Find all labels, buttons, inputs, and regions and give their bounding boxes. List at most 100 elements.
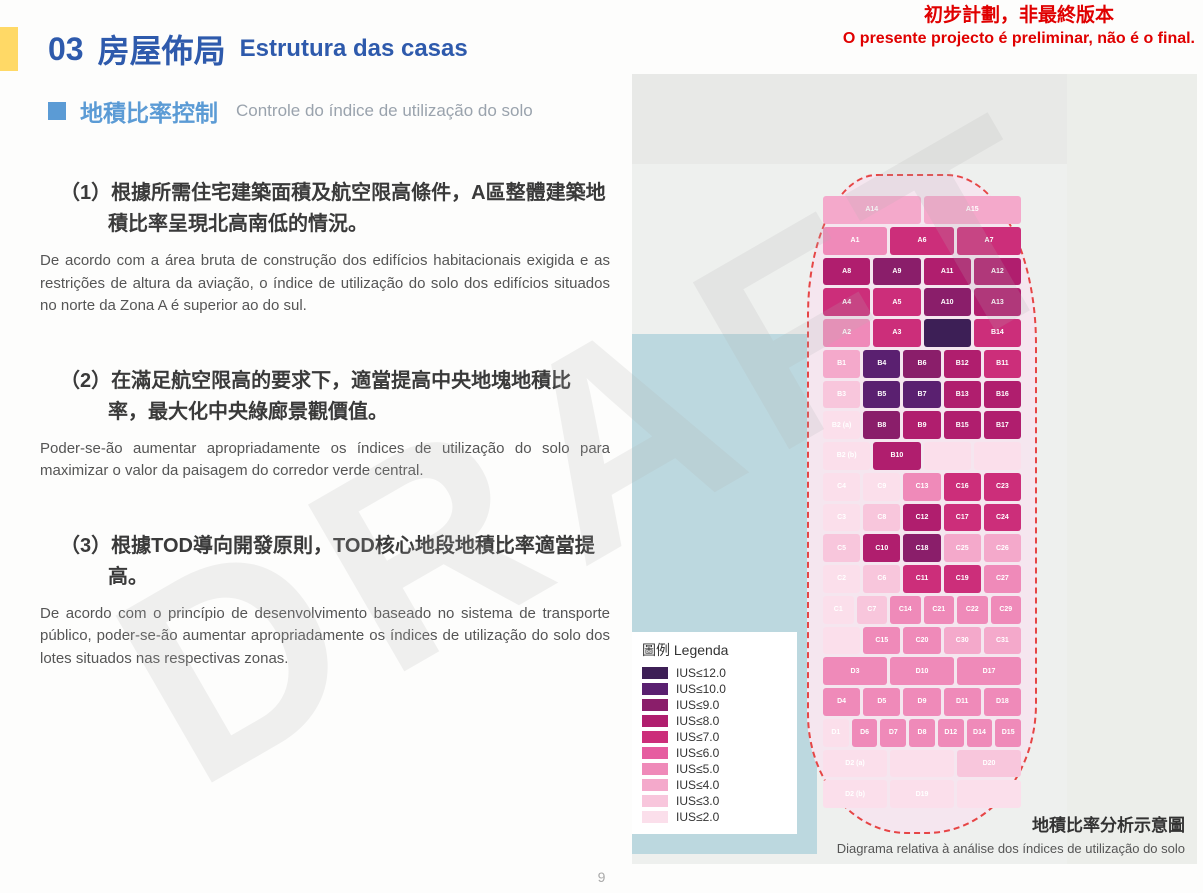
plot-cell xyxy=(823,627,860,655)
map-caption-pt: Diagrama relativa à análise dos índices … xyxy=(837,841,1185,856)
plot-cell: D2 (b) xyxy=(823,780,887,808)
legend-label: IUS≤8.0 xyxy=(676,714,719,728)
plot-cell xyxy=(924,442,971,470)
plot-cell: B1 xyxy=(823,350,860,378)
plot-cell: A9 xyxy=(873,258,920,286)
legend-item: IUS≤10.0 xyxy=(642,682,787,696)
legend-item: IUS≤2.0 xyxy=(642,810,787,824)
plot-row: B3B5B7B13B16 xyxy=(823,381,1021,409)
plot-cell: D11 xyxy=(944,688,981,716)
plot-cell: A12 xyxy=(974,258,1021,286)
plot-grid: A14A15A1A6A7A8A9A11A12A4A5A10A13A2A3B14B… xyxy=(823,196,1021,808)
plot-cell: D19 xyxy=(890,780,954,808)
legend-swatch xyxy=(642,747,668,759)
point-3-zh: （3）根據TOD導向開發原則，TOD核心地段地積比率適當提高。 xyxy=(88,531,610,593)
plot-cell: A2 xyxy=(823,319,870,347)
plot-cell: C12 xyxy=(903,504,940,532)
plot-row: D1D6D7D8D12D14D15 xyxy=(823,719,1021,747)
legend-item: IUS≤6.0 xyxy=(642,746,787,760)
legend-item: IUS≤8.0 xyxy=(642,714,787,728)
legend-swatch xyxy=(642,731,668,743)
plot-cell: B16 xyxy=(984,381,1021,409)
legend-label: IUS≤10.0 xyxy=(676,682,726,696)
plot-cell: D12 xyxy=(938,719,964,747)
legend-item: IUS≤4.0 xyxy=(642,778,787,792)
plot-cell: D6 xyxy=(852,719,878,747)
plot-cell: D15 xyxy=(995,719,1021,747)
legend-title: 圖例 Legenda xyxy=(642,640,787,660)
plot-cell: D17 xyxy=(957,657,1021,685)
plot-cell: B10 xyxy=(873,442,920,470)
square-bullet-icon xyxy=(48,102,66,120)
legend-label: IUS≤6.0 xyxy=(676,746,719,760)
legend-label: IUS≤7.0 xyxy=(676,730,719,744)
title-zh: 房屋佈局 xyxy=(98,26,226,72)
plot-cell: D10 xyxy=(890,657,954,685)
legend-item: IUS≤7.0 xyxy=(642,730,787,744)
plot-cell: C3 xyxy=(823,504,860,532)
plot-row: D4D5D9D11D18 xyxy=(823,688,1021,716)
plot-row: B2 (a)B8B9B15B17 xyxy=(823,411,1021,439)
plot-row: B1B4B6B12B11 xyxy=(823,350,1021,378)
warning-zh: 初步計劃，非最終版本 xyxy=(843,4,1195,29)
plot-cell: C2 xyxy=(823,565,860,593)
legend-label: IUS≤12.0 xyxy=(676,666,726,680)
legend-swatch xyxy=(642,699,668,711)
plot-cell: B6 xyxy=(903,350,940,378)
plot-cell: C11 xyxy=(903,565,940,593)
plot-cell: D7 xyxy=(880,719,906,747)
plot-row: C3C8C12C17C24 xyxy=(823,504,1021,532)
section-subtitle: 地積比率控制 Controle do índice de utilização … xyxy=(48,94,533,128)
plot-cell: C19 xyxy=(944,565,981,593)
plot-row: B2 (b)B10 xyxy=(823,442,1021,470)
point-3-pt: De acordo com o princípio de desenvolvim… xyxy=(40,603,610,671)
plot-cell: C15 xyxy=(863,627,900,655)
title-number: 03 xyxy=(48,31,84,68)
plot-cell: D2 (a) xyxy=(823,750,887,778)
warning-pt: O presente projecto é preliminar, não é … xyxy=(843,29,1195,50)
plot-cell: B2 (a) xyxy=(823,411,860,439)
plot-row: A14A15 xyxy=(823,196,1021,224)
plot-row: D2 (b)D19 xyxy=(823,780,1021,808)
plot-cell: C9 xyxy=(863,473,900,501)
point-2-zh: （2）在滿足航空限高的要求下，適當提高中央地塊地積比率，最大化中央綠廊景觀價值。 xyxy=(88,366,610,428)
plot-cell: A3 xyxy=(873,319,920,347)
map-diagram: A14A15A1A6A7A8A9A11A12A4A5A10A13A2A3B14B… xyxy=(632,74,1197,864)
plot-row: C15C20C30C31 xyxy=(823,627,1021,655)
plot-cell: D20 xyxy=(957,750,1021,778)
point-1-zh: （1）根據所需住宅建築面積及航空限高條件，A區整體建築地積比率呈現北高南低的情況… xyxy=(88,178,610,240)
point-2-pt: Poder-se-ão aumentar apropriadamente os … xyxy=(40,438,610,483)
plot-cell: B4 xyxy=(863,350,900,378)
plot-cell: D14 xyxy=(967,719,993,747)
plot-row: C1C7C14C21C22C29 xyxy=(823,596,1021,624)
plot-cell: C17 xyxy=(944,504,981,532)
plot-cell: B8 xyxy=(863,411,900,439)
plot-cell: C31 xyxy=(984,627,1021,655)
plot-cell: B7 xyxy=(903,381,940,409)
plot-cell: A11 xyxy=(924,258,971,286)
plot-row: A2A3B14 xyxy=(823,319,1021,347)
legend-item: IUS≤3.0 xyxy=(642,794,787,808)
plot-cell: C14 xyxy=(890,596,921,624)
plot-cell: A4 xyxy=(823,288,870,316)
plot-cell: C26 xyxy=(984,534,1021,562)
plot-cell: D9 xyxy=(903,688,940,716)
legend-swatch xyxy=(642,779,668,791)
plot-cell: C21 xyxy=(924,596,955,624)
plot-cell: B13 xyxy=(944,381,981,409)
legend-label: IUS≤2.0 xyxy=(676,810,719,824)
plot-cell: D3 xyxy=(823,657,887,685)
plot-cell: C22 xyxy=(957,596,988,624)
plot-cell: A13 xyxy=(974,288,1021,316)
plot-cell xyxy=(957,780,1021,808)
plot-row: A4A5A10A13 xyxy=(823,288,1021,316)
plot-cell: B9 xyxy=(903,411,940,439)
legend-swatch xyxy=(642,715,668,727)
page-number: 9 xyxy=(598,869,606,885)
plot-row: D3D10D17 xyxy=(823,657,1021,685)
plot-row: A1A6A7 xyxy=(823,227,1021,255)
plot-cell: C27 xyxy=(984,565,1021,593)
legend-swatch xyxy=(642,763,668,775)
plot-cell: B5 xyxy=(863,381,900,409)
legend-label: IUS≤3.0 xyxy=(676,794,719,808)
